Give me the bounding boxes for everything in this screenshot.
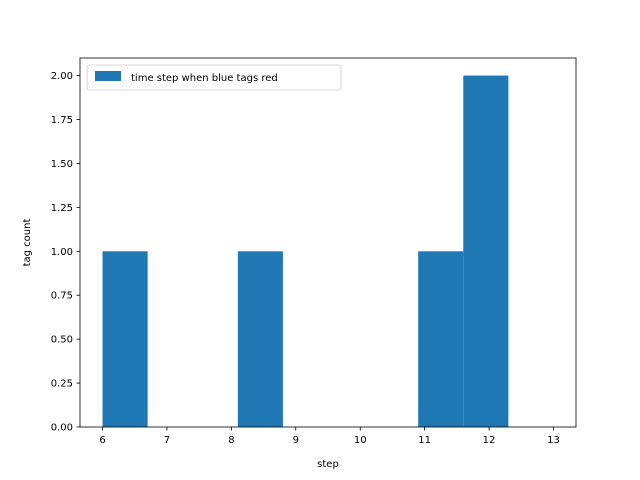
legend-swatch (95, 71, 121, 81)
y-tick-label: 2.00 (51, 71, 73, 82)
bars-group (102, 75, 509, 428)
histogram-bar (237, 251, 283, 427)
x-tick-label: 8 (228, 435, 234, 446)
y-tick-label: 1.00 (51, 247, 73, 258)
histogram-bar (418, 251, 464, 427)
x-tick-label: 7 (164, 435, 170, 446)
x-axis-label: step (317, 459, 339, 470)
x-tick-label: 10 (354, 435, 367, 446)
x-tick-label: 13 (547, 435, 560, 446)
legend-box (86, 64, 342, 91)
y-tick-label: 0.50 (51, 335, 73, 346)
histogram-bar (463, 75, 509, 428)
x-axis: 6 7 8 9 10 11 12 13 (99, 427, 560, 446)
y-tick-label: 1.50 (51, 159, 73, 170)
x-tick-label: 6 (99, 435, 105, 446)
y-axis-label: tag count (22, 219, 33, 267)
y-tick-label: 0.75 (51, 291, 73, 302)
legend: time step when blue tags red (86, 64, 342, 91)
x-tick-label: 9 (293, 435, 299, 446)
y-tick-label: 1.75 (51, 115, 73, 126)
y-tick-label: 0.25 (51, 379, 73, 390)
plot-frame (79, 57, 577, 428)
histogram-bar (102, 251, 148, 427)
x-tick-label: 11 (418, 435, 431, 446)
y-tick-label: 1.25 (51, 203, 73, 214)
x-tick-label: 12 (483, 435, 496, 446)
y-tick-label: 0.00 (51, 423, 73, 434)
legend-label: time step when blue tags red (131, 73, 278, 84)
y-axis: 0.00 0.25 0.50 0.75 1.00 1.25 1.50 1.75 2.00 (51, 71, 80, 434)
